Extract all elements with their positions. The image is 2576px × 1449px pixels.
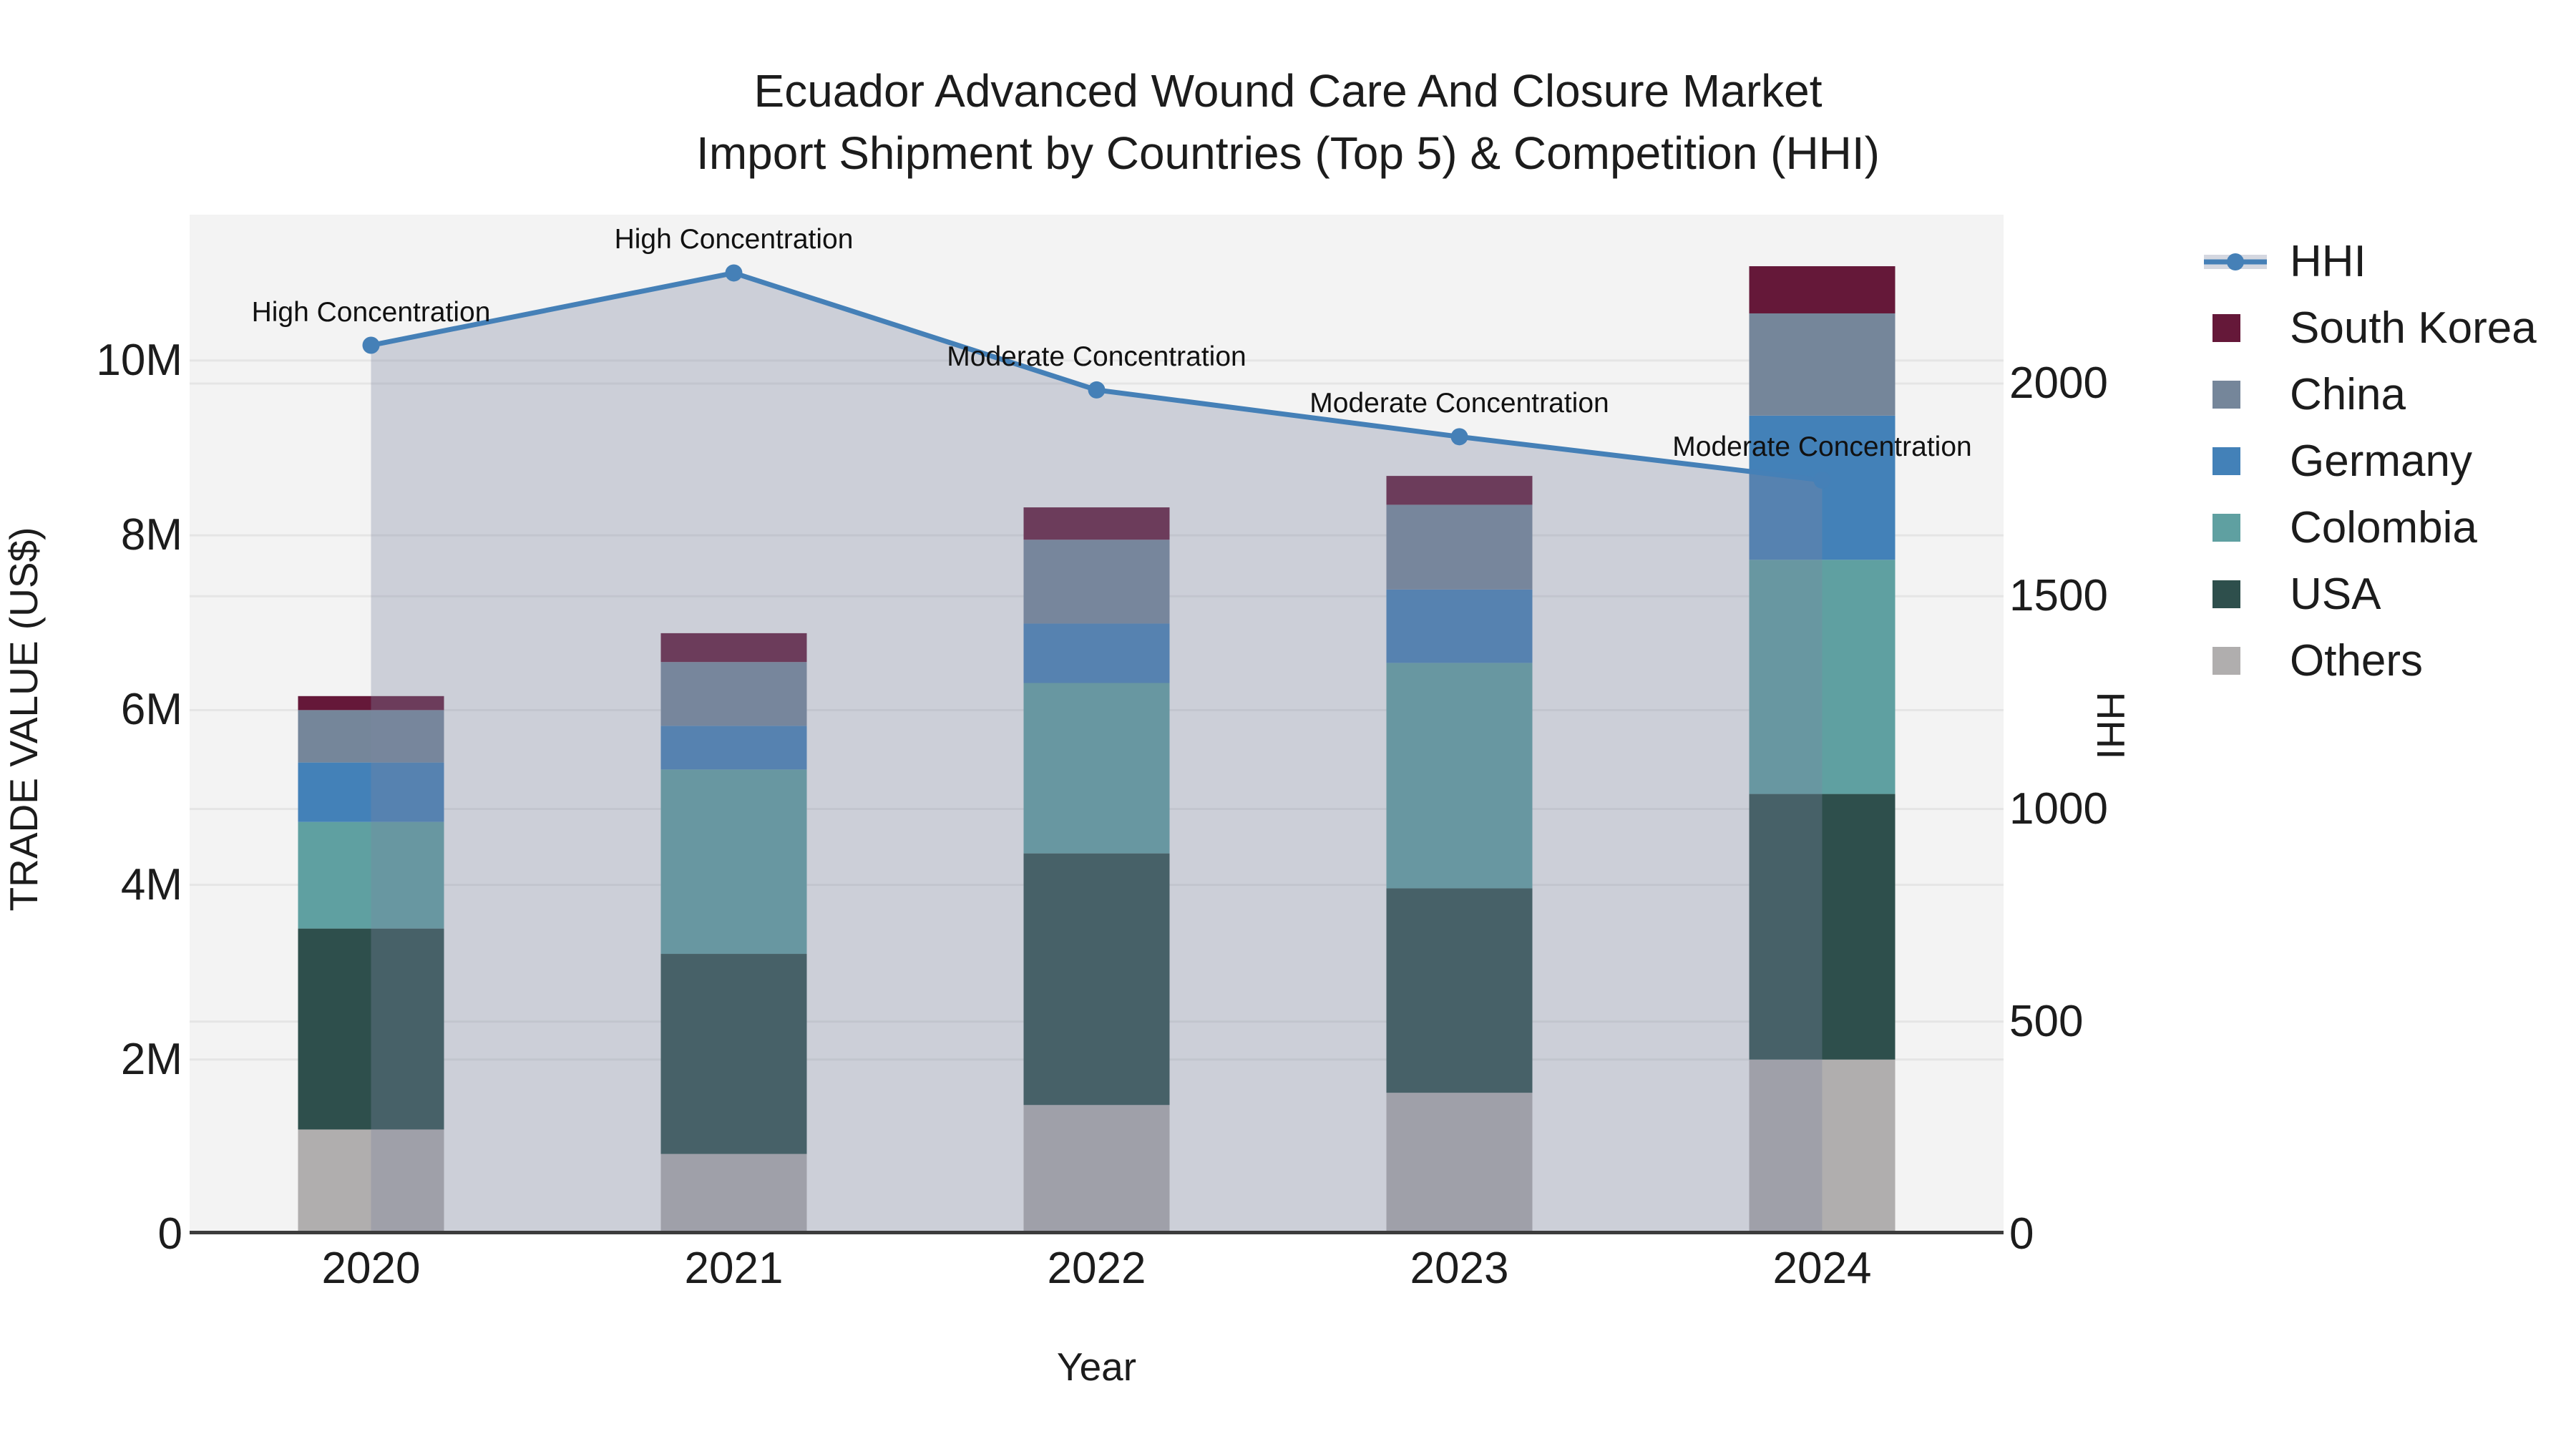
y-left-tick-6M: 6M xyxy=(120,685,182,735)
legend: HHI South Korea China Germany Colombia USA Oth… xyxy=(2202,228,2537,694)
legend-color-swatch xyxy=(2212,647,2240,675)
hhi-marker-2020 xyxy=(362,336,380,354)
hhi-line-legend-icon xyxy=(2202,246,2270,278)
hhi-annotation-2024: Moderate Concentration xyxy=(1672,431,1972,462)
y-axis-right-title: HHI xyxy=(2089,691,2133,760)
y-left-tick-4M: 4M xyxy=(120,859,182,909)
legend-item-usa[interactable]: USA xyxy=(2202,561,2537,628)
bar-segment-others-2023 xyxy=(1386,1093,1533,1234)
legend-label: Colombia xyxy=(2290,503,2477,552)
legend-color-swatch xyxy=(2212,381,2240,409)
legend-color-swatch xyxy=(2212,314,2240,342)
x-tick-2024: 2024 xyxy=(1772,1244,1872,1293)
legend-color-swatch xyxy=(2212,447,2240,475)
legend-label: USA xyxy=(2290,570,2381,619)
legend-swatch-icon xyxy=(2202,447,2270,475)
bar-segment-others-2021 xyxy=(660,1153,807,1234)
hhi-marker-2022 xyxy=(1088,381,1106,399)
bar-segment-usa-2022 xyxy=(1023,853,1170,1106)
legend-item-colombia[interactable]: Colombia xyxy=(2202,494,2537,561)
legend-item-others[interactable]: Others xyxy=(2202,628,2537,694)
plot-svg xyxy=(190,264,2004,1234)
bar-segment-china-2021 xyxy=(660,662,807,726)
bar-segment-china-2020 xyxy=(298,710,444,763)
bar-segment-south-korea-2020 xyxy=(298,696,444,711)
hhi-marker-2024 xyxy=(1813,471,1831,489)
bar-segment-germany-2021 xyxy=(660,726,807,770)
legend-swatch-icon xyxy=(2202,314,2270,342)
hhi-annotation-2022: Moderate Concentration xyxy=(947,341,1246,372)
bar-segment-china-2022 xyxy=(1023,540,1170,624)
legend-item-china[interactable]: China xyxy=(2202,361,2537,428)
bar-segment-germany-2023 xyxy=(1386,589,1533,663)
y-left-tick-0: 0 xyxy=(157,1209,182,1259)
y-left-tick-8M: 8M xyxy=(120,510,182,560)
legend-swatch-icon xyxy=(2202,514,2270,542)
x-tick-2020: 2020 xyxy=(321,1244,421,1293)
legend-label: HHI xyxy=(2290,237,2366,286)
bar-segment-others-2020 xyxy=(298,1129,444,1234)
hhi-marker-2023 xyxy=(1450,428,1468,446)
bar-segment-colombia-2020 xyxy=(298,821,444,929)
bar-segment-colombia-2023 xyxy=(1386,663,1533,889)
y-left-tick-2M: 2M xyxy=(120,1034,182,1084)
y-left-tick-10M: 10M xyxy=(96,335,182,385)
hhi-annotation-2020: High Concentration xyxy=(251,296,491,328)
bar-segment-usa-2024 xyxy=(1749,794,1896,1060)
y-right-tick-1000: 1000 xyxy=(2009,784,2108,834)
bar-segment-south-korea-2024 xyxy=(1749,266,1896,313)
bar-segment-south-korea-2022 xyxy=(1023,507,1170,540)
bar-segment-china-2023 xyxy=(1386,504,1533,590)
hhi-marker-2021 xyxy=(725,264,743,282)
bar-segment-colombia-2024 xyxy=(1749,560,1896,794)
bar-segment-colombia-2022 xyxy=(1023,683,1170,854)
legend-item-south-korea[interactable]: South Korea xyxy=(2202,295,2537,361)
x-tick-2021: 2021 xyxy=(684,1244,784,1293)
x-tick-2023: 2023 xyxy=(1410,1244,1509,1293)
y-right-tick-1500: 1500 xyxy=(2009,571,2108,621)
bar-segment-usa-2021 xyxy=(660,954,807,1154)
legend-color-swatch xyxy=(2212,580,2240,608)
bar-segment-others-2024 xyxy=(1749,1059,1896,1234)
legend-item-germany[interactable]: Germany xyxy=(2202,428,2537,494)
legend-color-swatch xyxy=(2212,514,2240,542)
bar-segment-germany-2020 xyxy=(298,762,444,822)
y-right-tick-0: 0 xyxy=(2009,1209,2034,1259)
hhi-annotation-2021: High Concentration xyxy=(614,224,854,255)
bar-segment-china-2024 xyxy=(1749,313,1896,416)
legend-label: South Korea xyxy=(2290,303,2537,353)
bar-segment-others-2022 xyxy=(1023,1105,1170,1234)
x-axis-title: Year xyxy=(1056,1345,1137,1389)
bar-segment-usa-2023 xyxy=(1386,888,1533,1093)
y-right-tick-2000: 2000 xyxy=(2009,358,2108,408)
chart-title-line-2: Import Shipment by Countries (Top 5) & C… xyxy=(696,127,1880,179)
x-tick-2022: 2022 xyxy=(1047,1244,1146,1293)
legend-item-hhi[interactable]: HHI xyxy=(2202,228,2537,295)
hhi-area-fill xyxy=(371,273,1823,1234)
chart-title-line-1: Ecuador Advanced Wound Care And Closure … xyxy=(753,65,1823,117)
bar-segment-south-korea-2023 xyxy=(1386,476,1533,505)
bar-segment-usa-2020 xyxy=(298,928,444,1130)
legend-label: China xyxy=(2290,370,2406,419)
legend-swatch-icon xyxy=(2202,647,2270,675)
hhi-annotation-2023: Moderate Concentration xyxy=(1309,388,1609,419)
bar-segment-south-korea-2021 xyxy=(660,633,807,663)
legend-label: Germany xyxy=(2290,436,2472,486)
y-right-tick-500: 500 xyxy=(2009,996,2084,1046)
bar-segment-germany-2022 xyxy=(1023,623,1170,683)
plot-area xyxy=(190,215,2004,1234)
bar-segment-colombia-2021 xyxy=(660,769,807,955)
legend-swatch-icon xyxy=(2202,381,2270,409)
legend-swatch-icon xyxy=(2202,580,2270,608)
legend-label: Others xyxy=(2290,636,2424,686)
